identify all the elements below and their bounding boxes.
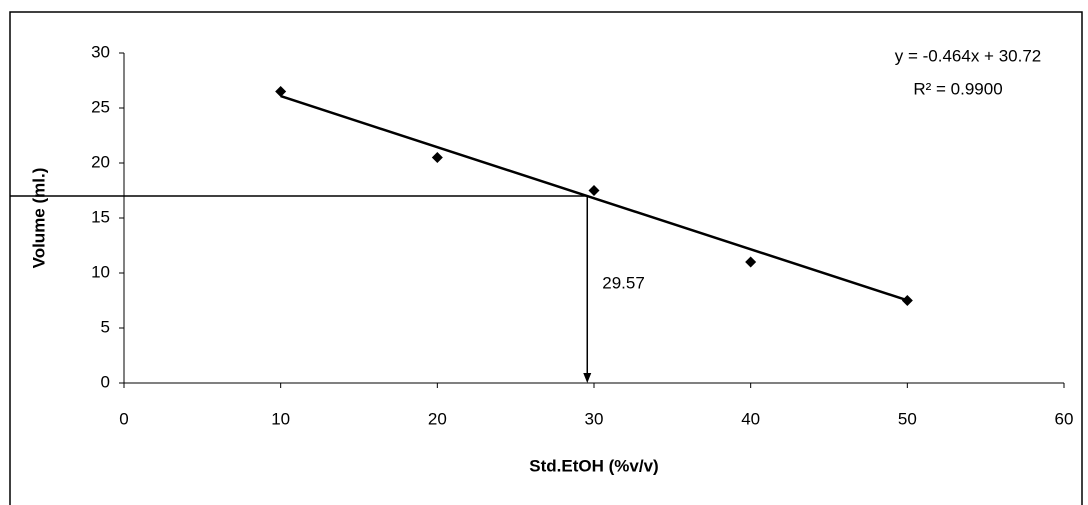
x-tick-label: 10 — [271, 409, 290, 428]
y-tick-label: 20 — [91, 152, 110, 171]
x-tick-label: 50 — [898, 409, 917, 428]
y-tick-label: 5 — [101, 317, 110, 336]
y-tick-label: 30 — [91, 42, 110, 61]
trendline-r2: R² = 0.9900 — [913, 79, 1002, 98]
data-point — [745, 256, 757, 268]
y-tick-label: 15 — [91, 207, 110, 226]
trendline-equation: y = -0.464x + 30.72 — [895, 46, 1042, 65]
y-tick-label: 10 — [91, 262, 110, 281]
data-point — [901, 295, 913, 306]
x-tick-label: 30 — [585, 409, 604, 428]
data-point — [275, 86, 287, 97]
y-tick-label: 25 — [91, 97, 110, 116]
guide-arrowhead — [583, 373, 592, 383]
chart-border — [9, 11, 1083, 505]
guide-label: 29.57 — [602, 273, 645, 292]
y-tick-label: 0 — [101, 372, 110, 391]
y-axis-title: Volume (ml.) — [29, 168, 48, 269]
x-tick-label: 60 — [1055, 409, 1074, 428]
trendline — [280, 94, 908, 302]
data-point — [431, 152, 443, 163]
data-point — [588, 185, 600, 196]
x-tick-label: 20 — [428, 409, 447, 428]
x-tick-label: 40 — [741, 409, 760, 428]
x-tick-label: 0 — [119, 409, 128, 428]
x-axis-title: Std.EtOH (%v/v) — [529, 456, 658, 475]
